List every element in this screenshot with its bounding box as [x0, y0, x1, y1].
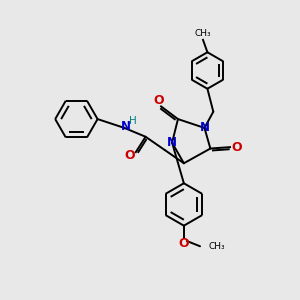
Text: N: N [121, 120, 131, 133]
Text: H: H [129, 116, 136, 126]
Text: N: N [167, 136, 177, 149]
Text: O: O [154, 94, 164, 107]
Text: O: O [231, 141, 242, 154]
Text: CH₃: CH₃ [209, 242, 226, 251]
Text: CH₃: CH₃ [195, 29, 211, 38]
Text: O: O [178, 237, 189, 250]
Text: O: O [125, 149, 135, 162]
Text: N: N [200, 122, 209, 134]
